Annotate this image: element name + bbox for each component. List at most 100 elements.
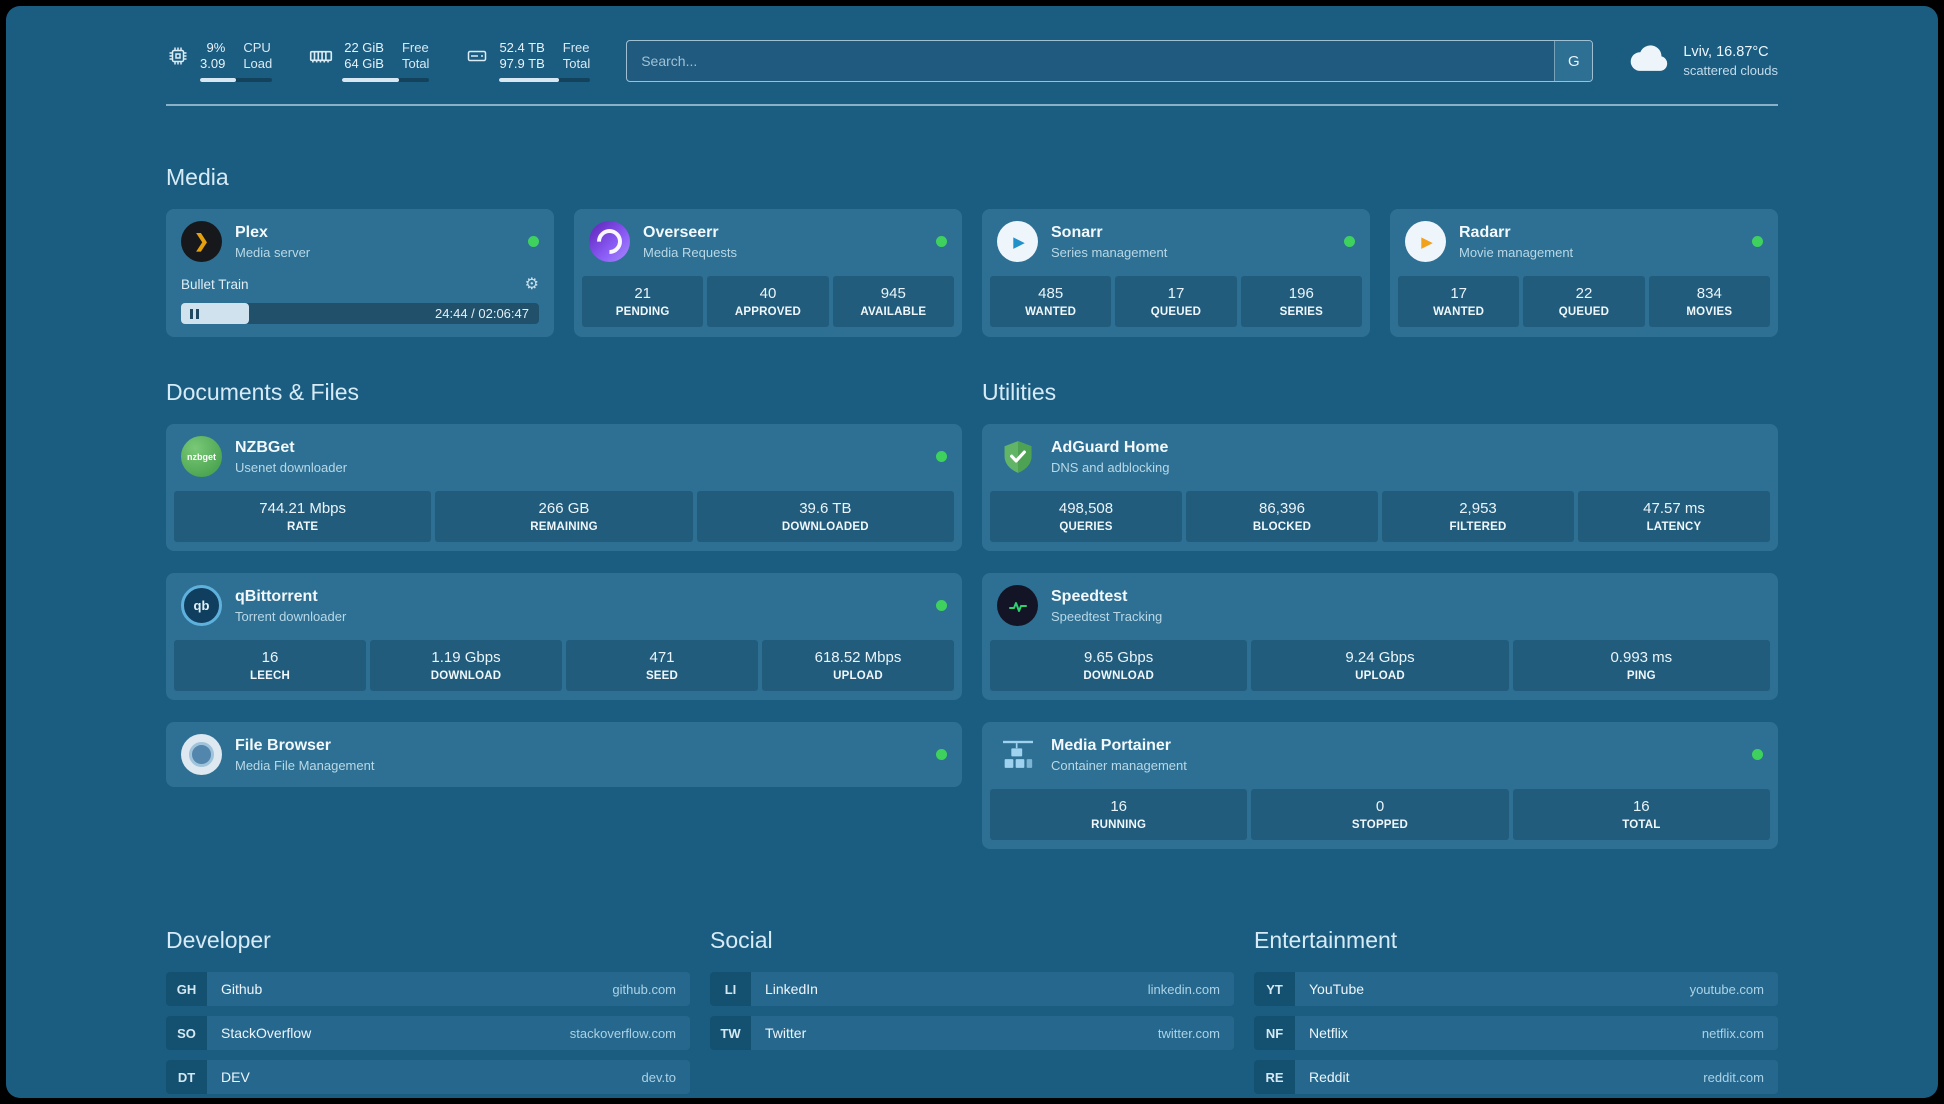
cpu-icon [166,44,190,68]
cpu-load-value: 3.09 [200,56,226,71]
stat-value: 0 [1375,798,1385,815]
search-bar: G [626,40,1594,82]
bookmark-url: reddit.com [1703,1069,1764,1085]
app-subtitle: Torrent downloader [235,608,347,624]
disk-free-value: 52.4 TB [499,40,545,55]
cpu-progress-bar [200,78,273,82]
app-card-qbittorrent[interactable]: qb qBittorrent Torrent downloader 16 LEE… [166,573,962,700]
memory-widget: 22 GiB 64 GiB Free Total [308,40,430,82]
bookmark-url: linkedin.com [1147,981,1220,997]
bookmark-row-linkedin[interactable]: LI LinkedIn linkedin.com [710,972,1234,1006]
stat-label: LATENCY [1646,521,1702,533]
filebrowser-icon [181,734,222,775]
bookmark-name: Reddit [1309,1069,1350,1085]
disk-progress-bar [499,78,591,82]
stat-value: 22 [1575,285,1593,302]
stat: 9.24 Gbps UPLOAD [1251,640,1509,691]
status-dot [1752,236,1763,247]
stat-label: RUNNING [1091,819,1147,831]
status-dot [1344,236,1355,247]
stat: 17 WANTED [1398,276,1520,327]
stat-value: 47.57 ms [1643,500,1705,517]
app-name: AdGuard Home [1051,438,1169,456]
now-playing-title: Bullet Train [181,276,249,292]
app-card-sonarr[interactable]: Sonarr Series management 485 WANTED 17 Q… [982,209,1370,337]
bookmark-row-dev[interactable]: DT DEV dev.to [166,1060,690,1094]
status-dot [936,236,947,247]
youtube-icon: YT [1254,972,1295,1006]
stat-label: QUEUED [1558,306,1610,318]
stat: 834 MOVIES [1648,276,1770,327]
media-section-title: Media [166,164,229,190]
stat: 618.52 Mbps UPLOAD [762,640,954,691]
stat: 2,953 FILTERED [1382,491,1574,542]
stat-label: REMAINING [530,521,598,533]
stat: 21 PENDING [582,276,704,327]
app-card-speedtest[interactable]: Speedtest Speedtest Tracking 9.65 Gbps D… [982,573,1778,700]
playback-progress-bar[interactable]: 24:44 / 02:06:47 [181,303,539,324]
stat-label: AVAILABLE [860,306,927,318]
app-subtitle: Movie management [1459,244,1574,260]
gear-icon[interactable] [525,274,539,294]
stat-label: APPROVED [734,306,802,318]
app-card-overseerr[interactable]: Overseerr Media Requests 21 PENDING 40 A… [574,209,962,337]
app-card-adguard[interactable]: AdGuard Home DNS and adblocking 498,508 … [982,424,1778,551]
qbittorrent-icon-text: qb [193,598,210,613]
app-name: Radarr [1459,223,1511,241]
pause-icon[interactable] [190,308,199,319]
cloud-icon [1627,43,1671,80]
bookmark-row-reddit[interactable]: RE Reddit reddit.com [1254,1060,1778,1094]
memory-progress-bar [342,78,430,82]
utilities-section-title: Utilities [982,379,1057,405]
app-card-portainer[interactable]: Media Portainer Container management 16 … [982,722,1778,849]
app-card-radarr[interactable]: Radarr Movie management 17 WANTED 22 QUE… [1390,209,1778,337]
app-subtitle: Speedtest Tracking [1051,608,1163,624]
stat: 22 QUEUED [1523,276,1645,327]
app-name: Speedtest [1051,587,1128,605]
weather-widget: Lviv, 16.87°C scattered clouds [1627,43,1778,80]
stat-value: 9.24 Gbps [1345,649,1415,666]
stat-value: 17 [1450,285,1467,302]
social-bookmarks: Social LI LinkedIn linkedin.com TW Twitt… [710,927,1234,1098]
stat: 16 RUNNING [990,789,1248,840]
stat: 744.21 Mbps RATE [174,491,432,542]
bookmark-url: stackoverflow.com [569,1025,676,1041]
stat-value: 266 GB [538,500,590,517]
stat-label: STOPPED [1351,819,1409,831]
bookmark-row-twitter[interactable]: TW Twitter twitter.com [710,1016,1234,1050]
stat: 485 WANTED [990,276,1112,327]
developer-section-title: Developer [166,927,271,953]
search-engine-button[interactable]: G [1554,41,1593,81]
app-name: qBittorrent [235,587,318,605]
stat-label: UPLOAD [1355,670,1405,682]
search-input[interactable] [626,40,1594,82]
bookmark-row-youtube[interactable]: YT YouTube youtube.com [1254,972,1778,1006]
app-card-plex[interactable]: Plex Media server Bullet Train 24:44 [166,209,554,337]
bookmark-row-stackoverflow[interactable]: SO StackOverflow stackoverflow.com [166,1016,690,1050]
app-subtitle: DNS and adblocking [1051,459,1170,475]
app-name: Media Portainer [1051,736,1172,754]
bookmark-name: YouTube [1309,981,1365,997]
app-card-nzbget[interactable]: nzbget NZBGet Usenet downloader 744.21 M… [166,424,962,551]
bookmark-url: twitter.com [1157,1025,1220,1041]
twitter-icon: TW [710,1016,751,1050]
app-card-filebrowser[interactable]: File Browser Media File Management [166,722,962,787]
app-subtitle: Media File Management [235,757,375,773]
bookmark-name: StackOverflow [221,1025,312,1041]
stat-value: 0.993 ms [1610,649,1673,666]
overseerr-icon [589,221,630,262]
stat-label: DOWNLOAD [1083,670,1154,682]
stat-value: 9.65 Gbps [1084,649,1154,666]
stat-value: 16 [1632,798,1650,815]
bookmark-row-github[interactable]: GH Github github.com [166,972,690,1006]
dashboard: 9% 3.09 CPU Load 22 GiB [6,6,1938,1098]
stat: 498,508 QUERIES [990,491,1182,542]
stat: 16 TOTAL [1512,789,1770,840]
stat-value: 21 [634,285,651,302]
memory-free-value: 22 GiB [344,40,384,55]
status-dot [936,749,947,760]
stat-label: LEECH [250,670,290,682]
bookmark-url: youtube.com [1689,981,1764,997]
documents-section-title: Documents & Files [166,379,360,405]
bookmark-row-netflix[interactable]: NF Netflix netflix.com [1254,1016,1778,1050]
